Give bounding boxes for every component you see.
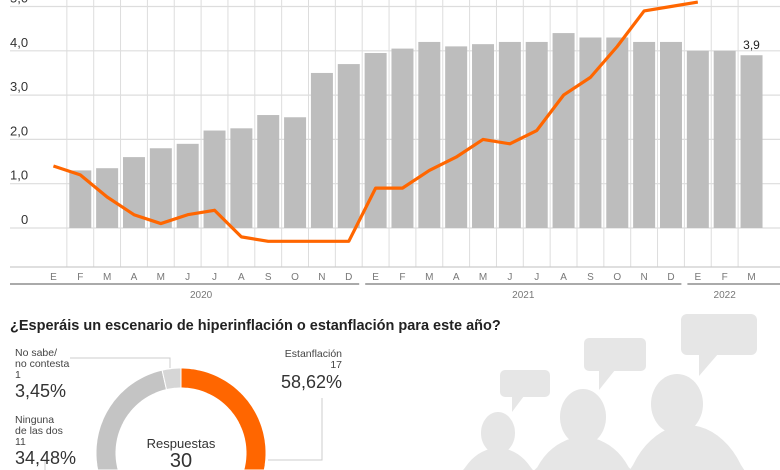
bar: [391, 48, 414, 229]
donut-slice: [128, 367, 267, 470]
person-body-icon: [456, 448, 540, 470]
person-head-icon: [651, 374, 703, 434]
person-body-icon: [622, 425, 752, 470]
bar-line-chart: 0 1,0 2,0 3,0 4,0 5,0 3,9 E F M A M J J A S O N D E F M A M J J A S…: [10, 0, 780, 301]
year-label: 2021: [512, 290, 535, 301]
y-tick-label: 0: [21, 212, 28, 227]
inflation-line: [52, 0, 699, 243]
bar: [230, 128, 253, 228]
speech-bubble-tail-icon: [512, 396, 524, 412]
bar: [498, 41, 521, 228]
donut-slice: [95, 369, 168, 470]
person-head-icon: [481, 412, 515, 454]
donut-slice: [161, 367, 182, 391]
month-label: J: [185, 272, 190, 283]
bar: [579, 37, 602, 229]
month-label: S: [587, 272, 594, 283]
person-head-icon: [560, 389, 606, 445]
ninguna-percent: 34,48%: [15, 448, 77, 468]
month-label: M: [157, 272, 165, 283]
month-label: A: [560, 272, 567, 283]
estanflacion-percent: 58,62%: [280, 372, 342, 392]
year-label: 2022: [714, 290, 737, 301]
month-label: A: [131, 272, 138, 283]
bar: [606, 37, 629, 229]
month-label: J: [534, 272, 539, 283]
y-tick-label: 2,0: [10, 123, 28, 138]
month-label: D: [667, 272, 674, 283]
y-tick-label: 4,0: [10, 35, 28, 50]
month-label: F: [722, 272, 728, 283]
month-label: E: [694, 272, 701, 283]
speech-bubble-icon: [584, 338, 646, 371]
month-label: J: [212, 272, 217, 283]
month-label: D: [345, 272, 352, 283]
month-label: J: [507, 272, 512, 283]
bar: [337, 64, 360, 228]
bar: [149, 148, 172, 228]
bar: [284, 117, 307, 228]
ninguna-count: 11: [15, 436, 26, 448]
bar: [69, 170, 92, 228]
survey-question: ¿Esperáis un escenario de hiperinflación…: [10, 318, 501, 334]
bar: [176, 143, 199, 228]
month-label: O: [291, 272, 299, 283]
speech-bubble-icon: [500, 370, 550, 397]
ninguna-label: Ninguna de las dos 11: [15, 415, 63, 448]
people-speech-bubbles-illustration: [456, 314, 757, 470]
nsnc-percent: 3,45%: [15, 381, 67, 401]
estanflacion-label: Estanflación 17: [262, 349, 342, 371]
bar: [686, 50, 709, 228]
nsnc-count: 1: [15, 369, 21, 381]
month-label: F: [77, 272, 83, 283]
ninguna-label-line2: de las dos: [15, 425, 63, 437]
month-label: M: [747, 272, 755, 283]
bar: [310, 72, 333, 228]
bar: [713, 50, 736, 228]
speech-bubble-icon: [681, 314, 757, 355]
y-tick-label: 3,0: [10, 79, 28, 94]
ninguna-label-line1: Ninguna: [15, 414, 55, 426]
month-label: M: [103, 272, 111, 283]
person-body-icon: [528, 437, 638, 470]
year-label: 2020: [190, 290, 213, 301]
month-label: M: [425, 272, 433, 283]
month-label: F: [399, 272, 405, 283]
speech-bubble-tail-icon: [699, 354, 718, 376]
nsnc-label: No sabe/ no contesta 1: [15, 348, 69, 381]
month-label: N: [641, 272, 648, 283]
bar: [257, 115, 280, 228]
bar: [364, 53, 387, 228]
estanflacion-count: 17: [330, 359, 342, 371]
bar: [659, 41, 682, 228]
bar: [633, 41, 656, 228]
month-label: E: [372, 272, 379, 283]
month-label: O: [613, 272, 621, 283]
value-annotation: 3,9: [743, 38, 760, 52]
estanflacion-label-text: Estanflación: [284, 348, 342, 360]
speech-bubble-tail-icon: [599, 370, 615, 390]
month-label: A: [453, 272, 460, 283]
y-tick-label: 5,0: [10, 0, 28, 6]
month-label: S: [265, 272, 272, 283]
nsnc-label-line1: No sabe/: [15, 347, 58, 359]
bar: [525, 41, 548, 228]
month-label: M: [479, 272, 487, 283]
leader-line: [268, 398, 323, 461]
month-label: E: [50, 272, 57, 283]
leader-line: [70, 357, 171, 368]
bar: [552, 33, 575, 228]
bar: [203, 130, 226, 228]
center-label: Respuestas: [147, 436, 216, 451]
bar: [418, 41, 441, 228]
bar: [740, 55, 763, 229]
bar: [445, 46, 468, 229]
center-value: 30: [170, 450, 192, 470]
month-label: A: [238, 272, 245, 283]
bar: [472, 44, 495, 228]
nsnc-label-line2: no contesta: [15, 358, 70, 370]
month-label: N: [318, 272, 325, 283]
y-tick-label: 1,0: [10, 168, 28, 183]
